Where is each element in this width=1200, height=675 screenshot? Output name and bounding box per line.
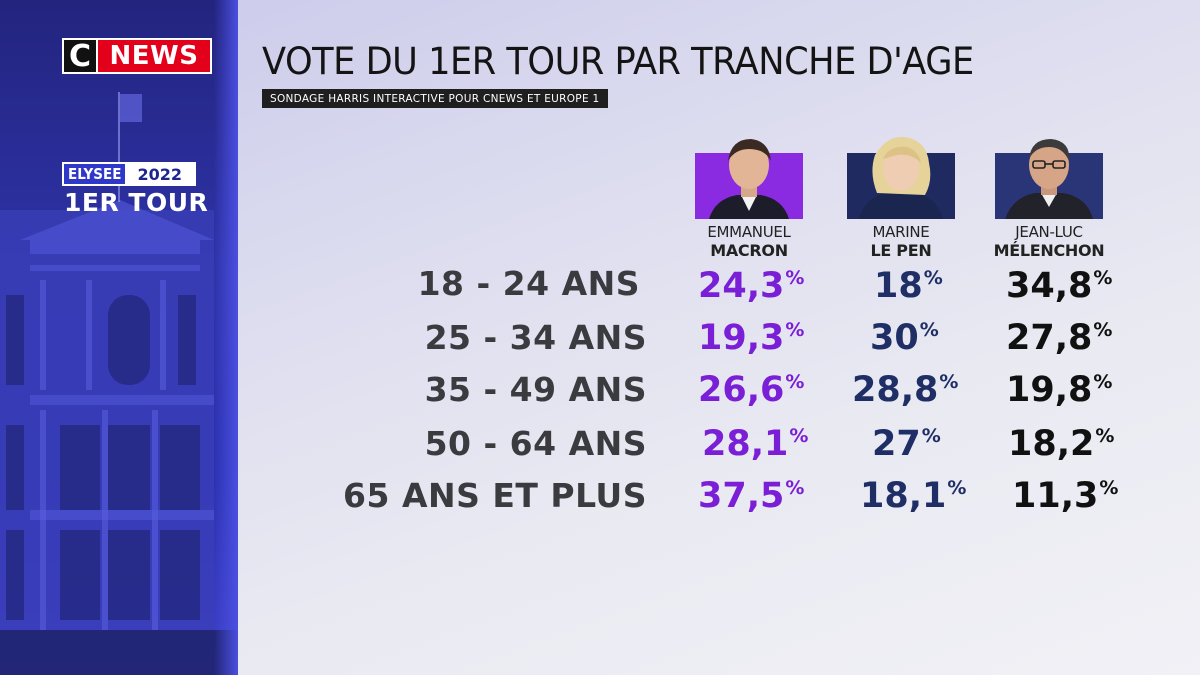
value-lepen-25-34: 30%: [870, 318, 939, 358]
age-label-65-plus: 65 ANS ET PLUS: [343, 476, 647, 515]
value-lepen-50-64: 27%: [872, 424, 941, 464]
value-macron-25-34: 19,3%: [698, 318, 805, 358]
cnews-logo: C NEWS: [62, 38, 212, 74]
value-melenchon-65-plus: 11,3%: [1012, 476, 1119, 516]
elysee-badge-word: ELYSEE: [64, 164, 126, 184]
value-melenchon-25-34: 27,8%: [1006, 318, 1113, 358]
value-lepen-35-49: 28,8%: [852, 370, 959, 410]
value-macron-35-49: 26,6%: [698, 370, 805, 410]
age-label-35-49: 35 - 49 ANS: [424, 370, 647, 409]
value-macron-18-24: 24,3%: [698, 266, 805, 306]
value-macron-50-64: 28,1%: [702, 424, 809, 464]
cnews-logo-c: C: [62, 38, 98, 74]
le-pen-portrait: [847, 133, 955, 219]
elysee-badge-year: 2022: [125, 164, 194, 184]
poll-source: SONDAGE HARRIS INTERACTIVE POUR CNEWS ET…: [262, 89, 608, 108]
value-melenchon-50-64: 18,2%: [1008, 424, 1115, 464]
elysee-palace-image: [0, 92, 238, 675]
candidate-melenchon: JEAN-LUC MÉLENCHON: [984, 133, 1114, 260]
tour-label: 1ER TOUR: [64, 188, 209, 217]
side-panel: C NEWS ELYSEE 2022 1ER TOUR: [0, 0, 238, 675]
macron-portrait: [695, 133, 803, 219]
value-melenchon-35-49: 19,8%: [1006, 370, 1113, 410]
value-lepen-65-plus: 18,1%: [860, 476, 967, 516]
page-title: VOTE DU 1ER TOUR PAR TRANCHE D'AGE: [262, 40, 974, 83]
elysee-badge: ELYSEE 2022: [62, 162, 196, 186]
candidate-first-name: JEAN-LUC: [1015, 223, 1083, 241]
candidate-macron: EMMANUEL MACRON: [684, 133, 814, 260]
cnews-logo-news: NEWS: [98, 38, 212, 74]
candidate-first-name: MARINE: [872, 223, 930, 241]
age-label-18-24: 18 - 24 ANS: [417, 264, 640, 303]
value-macron-65-plus: 37,5%: [698, 476, 805, 516]
panel-edge: [214, 0, 238, 675]
candidate-last-name: MÉLENCHON: [993, 241, 1105, 260]
age-label-25-34: 25 - 34 ANS: [424, 318, 647, 357]
candidate-last-name: LE PEN: [870, 241, 932, 260]
age-label-50-64: 50 - 64 ANS: [424, 424, 647, 463]
value-lepen-18-24: 18%: [874, 266, 943, 306]
candidate-last-name: MACRON: [710, 241, 788, 260]
melenchon-portrait: [995, 133, 1103, 219]
candidate-le-pen: MARINE LE PEN: [836, 133, 966, 260]
candidate-first-name: EMMANUEL: [707, 223, 791, 241]
value-melenchon-18-24: 34,8%: [1006, 266, 1113, 306]
